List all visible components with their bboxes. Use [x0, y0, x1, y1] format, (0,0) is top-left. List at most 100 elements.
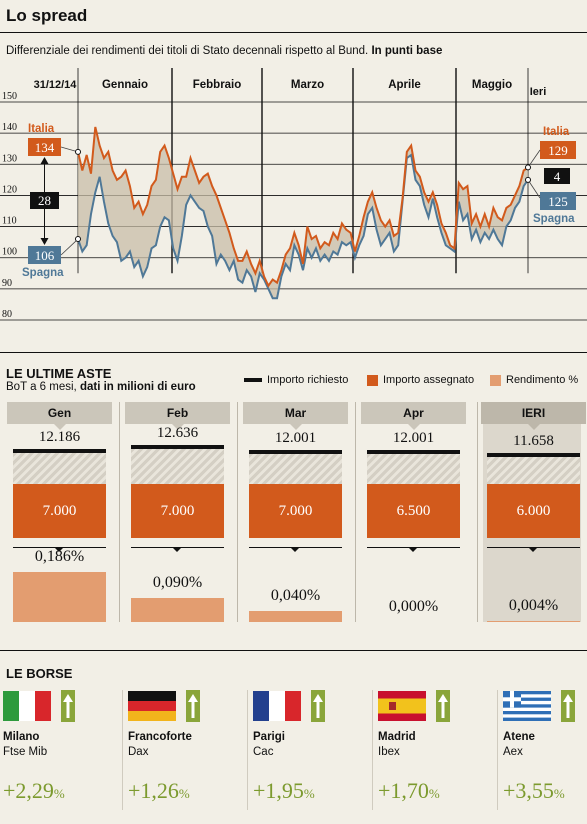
auction-month-label: Mar — [243, 402, 348, 424]
assigned-amount: 7.000 — [131, 484, 224, 538]
unassigned-hatch — [249, 454, 342, 484]
y-tick-label: 150 — [2, 91, 17, 102]
month-label: Gennaio — [102, 79, 148, 91]
month-label: Aprile — [388, 79, 421, 91]
spagna-series-label: Spagna — [22, 267, 64, 279]
legend-rendimento-label: Rendimento % — [506, 374, 579, 386]
diff-end-value: 4 — [554, 169, 561, 184]
italia-start-value: 134 — [35, 140, 55, 155]
auction-column: Gen 12.186 7.000 0,186% — [7, 402, 112, 622]
requested-bar — [487, 453, 580, 458]
unassigned-hatch — [13, 452, 106, 484]
change-percent-sign: % — [428, 786, 440, 801]
yield-bar — [131, 597, 224, 622]
requested-bar — [13, 448, 106, 453]
up-arrow-icon — [186, 690, 200, 722]
up-arrow-icon — [436, 690, 450, 722]
unassigned-hatch — [131, 448, 224, 484]
bourse-city: Madrid — [378, 731, 416, 743]
spagna-end-label: Spagna — [533, 213, 575, 225]
requested-amount: 11.658 — [513, 433, 554, 450]
column-separator — [237, 402, 238, 622]
yield-bar — [249, 611, 342, 622]
bourse-change: +1,26% — [128, 778, 190, 804]
legend-assegnato-swatch — [367, 374, 378, 386]
change-value: +1,70 — [378, 778, 429, 803]
start-date-label: 31/12/14 — [34, 79, 78, 91]
assigned-amount: 6.500 — [367, 484, 460, 538]
yield-value: 0,090% — [152, 573, 203, 591]
italia-end-value: 129 — [548, 143, 568, 158]
requested-amount: 12.001 — [392, 430, 435, 447]
bourse-index: Ftse Mib — [3, 746, 48, 758]
aste-divider — [0, 352, 587, 353]
auction-month-label: Gen — [7, 402, 112, 424]
italia-end-label: Italia — [543, 126, 570, 138]
italia-line — [77, 126, 529, 288]
bourse-index: Dax — [128, 746, 149, 758]
header-notch — [528, 424, 540, 430]
header-notch — [290, 424, 302, 430]
change-percent-sign: % — [53, 786, 65, 801]
assigned-amount: 7.000 — [249, 484, 342, 538]
aste-subtitle-unit: dati in milioni di euro — [79, 381, 196, 393]
auction-column: Apr 12.001 6.500 0,000% — [361, 402, 466, 622]
change-percent-sign: % — [553, 786, 565, 801]
bourse-separator — [247, 690, 248, 810]
subtitle-unit: In punti base — [371, 45, 443, 57]
aste-subtitle: BoT a 6 mesi, dati in milioni di euro — [6, 381, 196, 393]
italia-start-dot — [75, 148, 81, 155]
month-label: Marzo — [291, 79, 324, 91]
legend-assegnato: Importo assegnato — [367, 374, 474, 386]
legend-richiesto: Importo richiesto — [244, 374, 348, 386]
italia-start-box — [28, 138, 61, 156]
unassigned-hatch — [487, 457, 580, 484]
chart-subtitle: Differenziale dei rendimenti dei titoli … — [6, 45, 442, 57]
subtitle-text: Differenziale dei rendimenti dei titoli … — [6, 45, 369, 57]
borse-title: LE BORSE — [6, 666, 73, 681]
assigned-amount: 7.000 — [13, 484, 106, 538]
change-value: +2,29 — [3, 778, 54, 803]
change-value: +3,55 — [503, 778, 554, 803]
italia-end-box — [540, 141, 576, 159]
bourse-change: +2,29% — [3, 778, 65, 804]
legend-richiesto-swatch — [244, 378, 262, 382]
legend-richiesto-label: Importo richiesto — [267, 374, 349, 386]
diff-start-box — [30, 192, 59, 209]
bourse-separator — [497, 690, 498, 810]
auction-month-label: IERI — [481, 402, 586, 424]
requested-amount: 12.001 — [274, 430, 317, 447]
y-tick-label: 130 — [2, 153, 17, 164]
yield-value: 0,000% — [388, 598, 439, 615]
leader-line — [527, 149, 541, 168]
divider-notch — [408, 547, 418, 552]
diff-start-value: 28 — [38, 193, 51, 208]
header-notch — [54, 424, 66, 430]
yield-bar — [487, 620, 580, 622]
bourse-city: Francoforte — [128, 731, 192, 743]
title-divider — [0, 32, 587, 33]
bourse-separator — [122, 690, 123, 810]
bourse-index: Ibex — [378, 746, 400, 758]
diff-end-box — [544, 168, 570, 184]
spain-flag — [378, 691, 426, 721]
requested-amount: 12.636 — [156, 424, 199, 441]
arrow-head — [40, 238, 49, 245]
page-title: Lo spread — [6, 6, 88, 25]
germany-flag — [128, 691, 176, 721]
spagna-end-dot — [525, 176, 531, 183]
divider-notch — [528, 547, 538, 552]
requested-bar — [367, 450, 460, 455]
legend-assegnato-label: Importo assegnato — [383, 374, 475, 386]
spagna-end-box — [540, 192, 576, 210]
spagna-start-box — [28, 246, 61, 264]
divider-notch — [172, 547, 182, 552]
bourse-index: Aex — [503, 746, 523, 758]
spagna-line — [77, 153, 529, 300]
y-tick-label: 110 — [2, 216, 17, 227]
y-tick-label: 90 — [2, 278, 12, 289]
spagna-end-value: 125 — [548, 194, 568, 209]
unassigned-hatch — [367, 454, 460, 484]
up-arrow-icon — [61, 690, 75, 722]
leader-line — [60, 238, 79, 256]
